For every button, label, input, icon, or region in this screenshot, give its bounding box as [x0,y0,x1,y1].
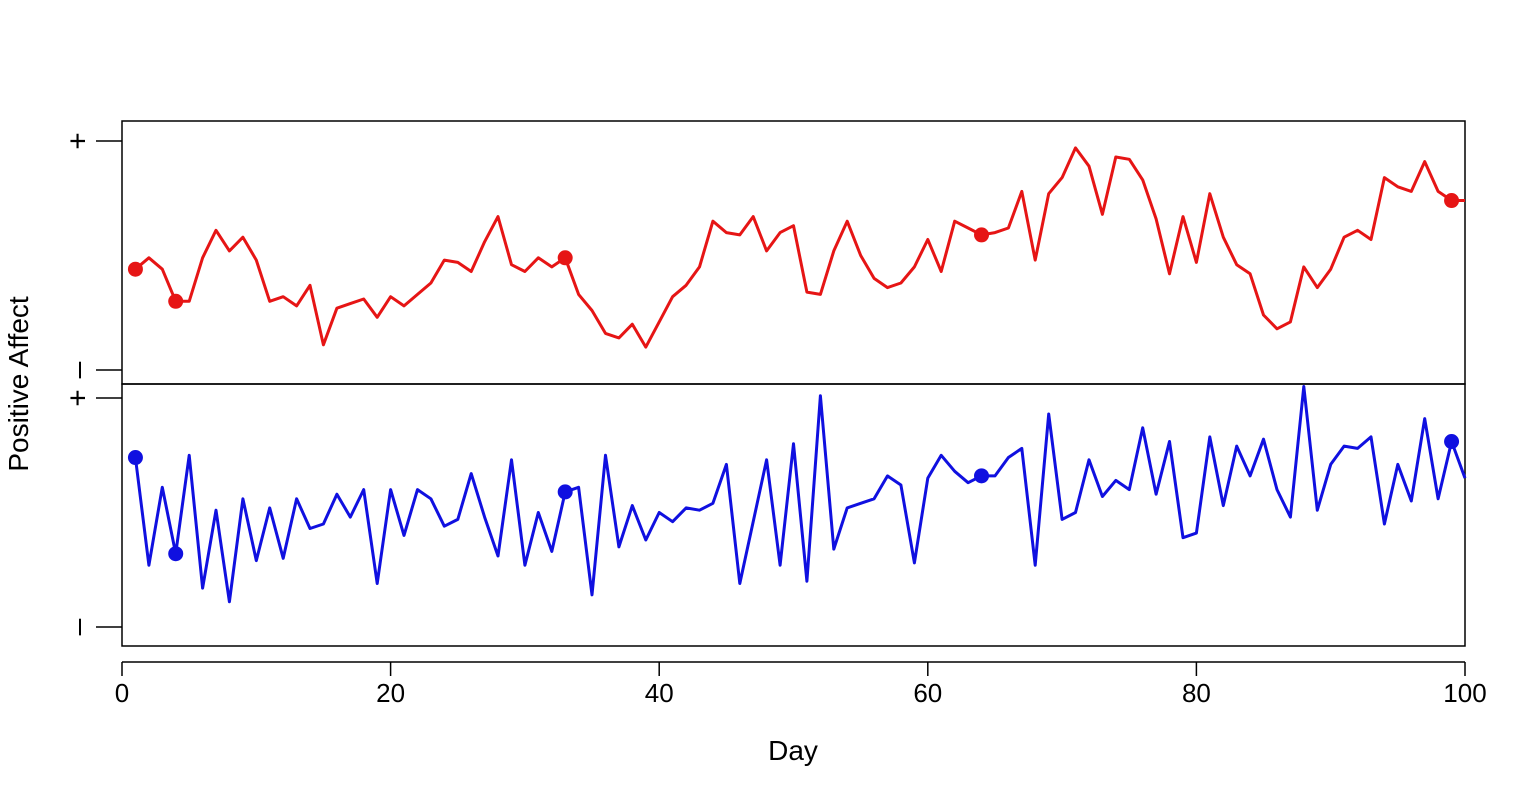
y-tick-label-high-1: + [62,132,95,150]
highlight-point-2-day-64 [974,468,990,484]
y-axis-title: Positive Affect [3,296,34,472]
highlight-point-1-day-99 [1444,193,1460,209]
series-line-1 [134,146,1465,349]
highlight-point-2-day-4 [168,546,184,562]
series-layer [127,146,1467,604]
highlight-point-2-day-33 [557,484,573,500]
highlight-point-1-day-1 [127,261,143,277]
highlight-point-1-day-4 [168,293,184,309]
y-tick-label-low-1: – [62,361,95,378]
highlight-point-2-day-99 [1444,434,1460,450]
y-tick-label-high-2: + [62,389,95,407]
x-axis-title: Day [768,735,818,766]
x-tick-label-40: 40 [645,678,674,708]
highlight-point-1-day-64 [974,227,990,243]
panel-frame-2 [121,383,1466,647]
series-line-2 [133,385,1467,604]
x-tick-label-100: 100 [1443,678,1486,708]
highlight-point-2-day-1 [127,450,143,466]
x-tick-label-0: 0 [115,678,129,708]
panel-frames [121,120,1466,647]
x-tick-label-20: 20 [376,678,405,708]
highlight-point-1-day-33 [557,250,573,266]
x-tick-label-80: 80 [1182,678,1211,708]
x-tick-label-60: 60 [913,678,942,708]
y-axis-ticks: + – + – [62,132,122,635]
x-axis-ticks: 0 20 40 60 80 100 [115,661,1487,708]
y-tick-label-low-2: – [62,618,95,635]
